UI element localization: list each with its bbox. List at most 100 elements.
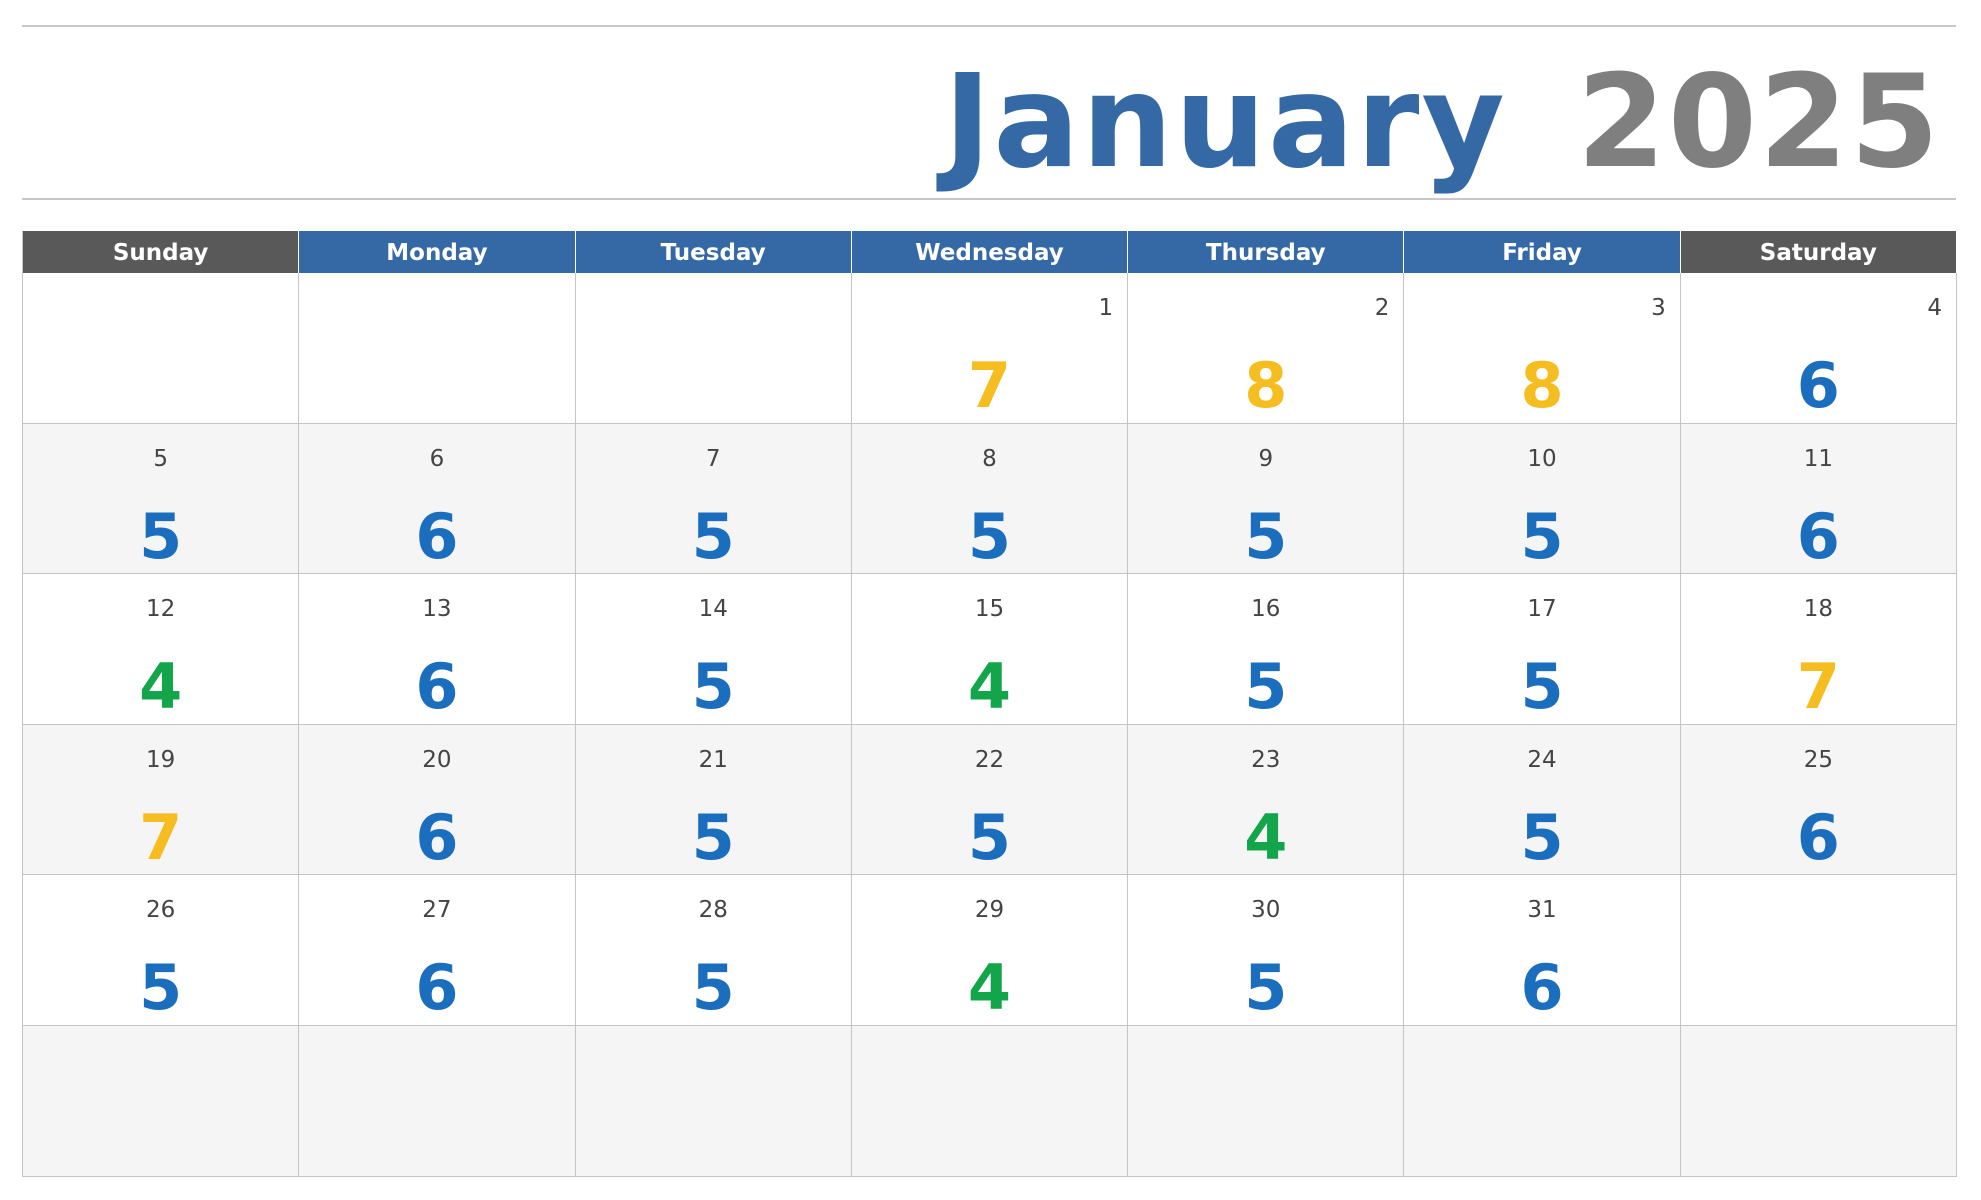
day-cell: 13 6	[299, 574, 576, 725]
day-cell: 16 5	[1128, 574, 1405, 725]
day-number: 20	[422, 746, 452, 773]
day-cell: 19 7	[23, 724, 300, 876]
day-cell: 30 5	[1128, 875, 1405, 1026]
day-cell	[575, 273, 852, 424]
day-number: 27	[422, 897, 452, 924]
month: January	[943, 48, 1507, 197]
day-number: 22	[974, 746, 1005, 773]
day-value: 5	[691, 650, 735, 724]
day-number: 26	[146, 897, 176, 924]
day-number: 28	[698, 897, 728, 924]
day-value: 5	[139, 499, 183, 573]
day-cell	[575, 1026, 852, 1177]
day-number: 24	[1527, 746, 1557, 773]
day-cell: 11 6	[1680, 423, 1957, 575]
day-value: 6	[1796, 800, 1840, 874]
day-cell: 17 5	[1404, 574, 1681, 725]
day-cell: 12 4	[23, 574, 300, 725]
weekday-header: Monday	[299, 231, 576, 273]
calendar-grid: Sunday Monday Tuesday Wednesday Thursday Frid…	[22, 231, 1957, 1177]
day-cell: 14 5	[575, 574, 852, 725]
day-number: 21	[698, 746, 728, 773]
day-number: 17	[1527, 596, 1557, 623]
day-value: 4	[139, 650, 183, 724]
day-cell: 26 5	[23, 875, 300, 1026]
day-number: 18	[1803, 596, 1833, 623]
day-cell: 10 5	[1404, 423, 1681, 575]
day-cell: 24 5	[1404, 724, 1681, 876]
day-value: 5	[691, 800, 735, 874]
day-value: 6	[415, 499, 459, 573]
day-number: 12	[146, 596, 176, 623]
day-value: 6	[415, 800, 459, 874]
day-value: 6	[415, 650, 459, 724]
day-cell	[299, 273, 576, 424]
day-value: 5	[139, 951, 183, 1025]
day-number: 29	[974, 897, 1005, 924]
day-value: 5	[1244, 499, 1288, 573]
day-value: 5	[1520, 499, 1564, 573]
day-cell	[851, 1026, 1129, 1177]
day-value: 6	[1796, 499, 1840, 573]
day-value: 7	[967, 349, 1012, 422]
day-number: 2	[1374, 295, 1390, 321]
day-value: 5	[1520, 650, 1564, 724]
weekday-header: Wednesday	[851, 231, 1129, 273]
day-value: 4	[1244, 800, 1288, 874]
day-cell	[1404, 1026, 1681, 1177]
day-cell: 18 7	[1680, 574, 1957, 725]
day-cell: 23 4	[1128, 724, 1405, 876]
weekday-header: Saturday	[1680, 231, 1957, 273]
day-value: 4	[967, 951, 1012, 1025]
day-cell: 29 4	[851, 875, 1129, 1026]
weekday-header: Tuesday	[575, 231, 852, 273]
day-number: 4	[1927, 295, 1942, 321]
day-number: 16	[1251, 596, 1281, 623]
day-value: 5	[967, 800, 1012, 874]
title: January 2025	[944, 48, 1941, 197]
day-value: 5	[1244, 951, 1288, 1025]
day-value: 5	[691, 951, 735, 1025]
day-number: 3	[1651, 295, 1666, 321]
day-value: 8	[1520, 349, 1564, 422]
day-number: 23	[1251, 746, 1281, 773]
day-number: 11	[1803, 445, 1833, 472]
day-value: 6	[1520, 951, 1564, 1025]
top-rule	[22, 25, 1956, 27]
day-number: 30	[1251, 897, 1281, 924]
day-cell: 31 6	[1404, 875, 1681, 1026]
day-value: 5	[691, 499, 735, 573]
day-number: 10	[1527, 445, 1557, 472]
day-cell	[23, 1026, 300, 1177]
day-value: 7	[1796, 650, 1840, 724]
weekday-header: Sunday	[23, 231, 300, 273]
weekday-header: Thursday	[1128, 231, 1405, 273]
day-cell	[1128, 1026, 1405, 1177]
day-number: 7	[705, 445, 721, 472]
day-cell	[1680, 1026, 1957, 1177]
day-number: 31	[1527, 897, 1557, 924]
day-value: 6	[415, 951, 459, 1025]
day-number: 19	[146, 746, 176, 773]
day-value: 6	[1796, 349, 1840, 422]
day-value: 4	[967, 650, 1012, 724]
day-number: 1	[1098, 295, 1114, 321]
day-cell: 21 5	[575, 724, 852, 876]
day-value: 5	[1244, 650, 1288, 724]
day-cell	[23, 273, 300, 424]
day-value: 5	[1520, 800, 1564, 874]
bottom-rule	[22, 198, 1956, 200]
weekday-header: Friday	[1404, 231, 1681, 273]
day-cell: 28 5	[575, 875, 852, 1026]
day-number: 5	[153, 445, 168, 472]
day-value: 8	[1244, 349, 1288, 422]
day-cell: 15 4	[851, 574, 1129, 725]
